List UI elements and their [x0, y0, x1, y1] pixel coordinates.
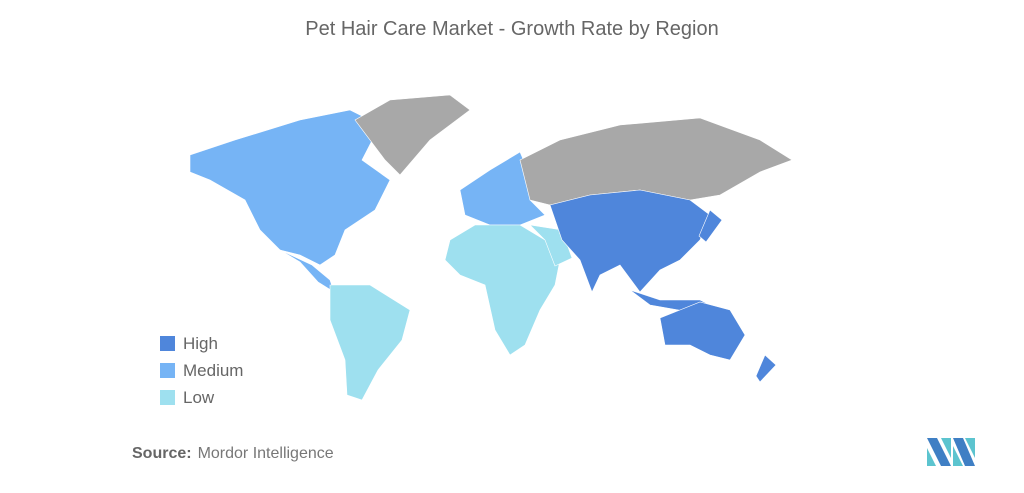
legend-label: High	[183, 333, 218, 353]
legend-item-low: Low	[160, 384, 243, 411]
region-south-america	[329, 284, 411, 401]
source-value: Mordor Intelligence	[197, 445, 334, 462]
legend-item-medium: Medium	[160, 357, 243, 384]
source-note: Source: Mordor Intelligence	[132, 445, 334, 463]
region-new-zealand	[755, 354, 777, 383]
legend-label: Medium	[183, 360, 244, 380]
region-greenland	[354, 94, 471, 176]
mordor-intelligence-logo	[927, 438, 975, 466]
source-label: Source:	[132, 445, 192, 462]
region-africa	[444, 224, 561, 356]
region-north-america	[189, 109, 391, 266]
region-japan	[698, 209, 723, 243]
region-russia	[519, 117, 793, 206]
legend-swatch	[160, 363, 175, 378]
legend: High Medium Low	[160, 330, 243, 411]
legend-swatch	[160, 390, 175, 405]
chart-title: Pet Hair Care Market - Growth Rate by Re…	[305, 18, 719, 40]
region-asia	[549, 189, 711, 293]
legend-label: Low	[183, 387, 215, 407]
legend-swatch	[160, 336, 175, 351]
legend-item-high: High	[160, 330, 243, 357]
region-australia	[659, 301, 746, 361]
